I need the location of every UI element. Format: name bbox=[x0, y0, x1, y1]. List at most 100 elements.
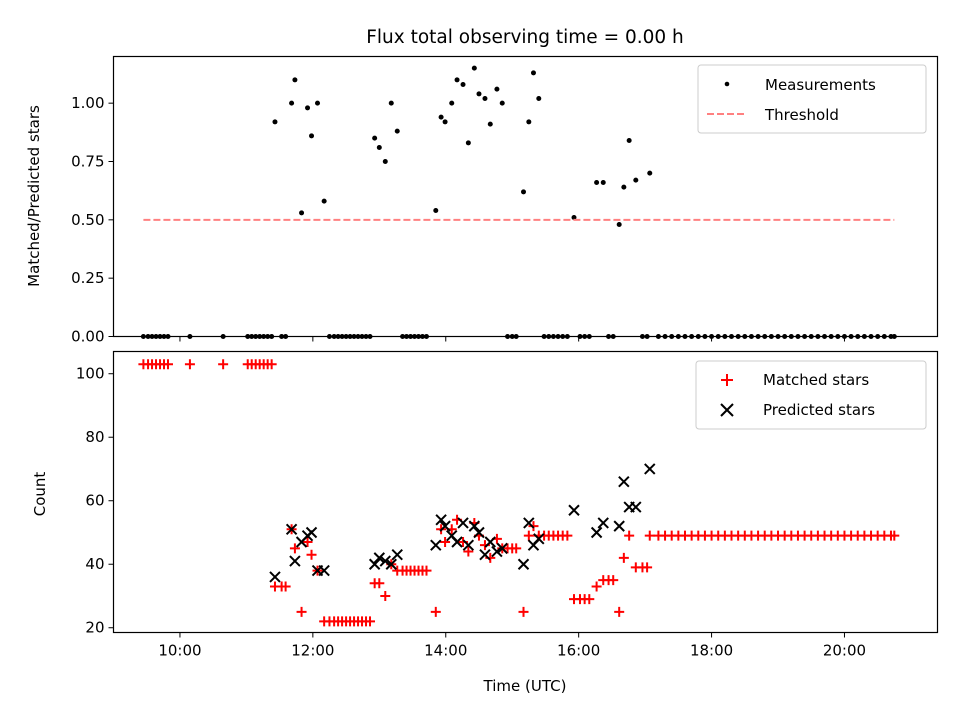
measurement-point bbox=[526, 119, 532, 125]
measurement-point bbox=[600, 180, 606, 185]
legend-predicted-marker bbox=[720, 403, 734, 417]
matched-star-point bbox=[365, 616, 376, 627]
matched-star-point bbox=[302, 537, 313, 548]
matched-star-point bbox=[618, 552, 629, 563]
matched-star-point bbox=[584, 594, 595, 605]
predicted-star-point bbox=[379, 555, 391, 567]
predicted-star-point bbox=[590, 526, 603, 539]
measurement-point bbox=[382, 159, 388, 164]
matched-star-point bbox=[218, 359, 229, 370]
predicted-star-point bbox=[457, 517, 469, 529]
predicted-star-point bbox=[597, 517, 609, 529]
matched-star-point bbox=[440, 537, 451, 548]
measurement-point bbox=[494, 86, 500, 92]
matched-star-point bbox=[184, 359, 195, 370]
predicted-star-point bbox=[269, 571, 281, 583]
measurement-point bbox=[289, 100, 295, 106]
measurement-point bbox=[482, 96, 488, 101]
matched-star-point bbox=[296, 606, 307, 617]
y-tick-label: 0.50 bbox=[71, 211, 104, 229]
top-axes-frame bbox=[112, 55, 939, 338]
predicted-star-point bbox=[533, 533, 545, 545]
predicted-star-point bbox=[285, 523, 298, 536]
bottom-y-ticks: 20 40 60 80 100 bbox=[76, 365, 114, 637]
measurement-point bbox=[438, 114, 444, 120]
matched-star-point bbox=[614, 606, 625, 617]
predicted-star-point bbox=[496, 542, 508, 555]
matched-star-point bbox=[511, 543, 522, 554]
predicted-star-point bbox=[630, 501, 642, 513]
measurement-point bbox=[292, 77, 298, 83]
measurement-point bbox=[372, 135, 378, 141]
predicted-star-point bbox=[613, 520, 625, 532]
predicted-star-point bbox=[435, 514, 447, 526]
matched-star-point bbox=[889, 530, 900, 541]
matched-star-point bbox=[624, 530, 635, 541]
measurement-point bbox=[499, 100, 505, 106]
measurement-point bbox=[465, 140, 471, 146]
top-legend-box bbox=[697, 64, 927, 134]
predicted-star-point bbox=[318, 564, 330, 577]
measurement-point bbox=[376, 145, 382, 150]
y-tick-label: 0.00 bbox=[71, 328, 104, 346]
top-panel: Flux total observing time = 0.00 h Match… bbox=[25, 27, 939, 346]
predicted-star-point bbox=[373, 552, 386, 564]
measurement-point bbox=[305, 105, 311, 111]
predicted-star-point bbox=[391, 549, 403, 561]
matched-star-point bbox=[523, 530, 534, 541]
measurement-point bbox=[530, 70, 536, 76]
top-y-ticks: 0.00 0.25 0.50 0.75 1.00 bbox=[71, 94, 114, 346]
matched-star-point bbox=[374, 578, 385, 589]
top-ylabel: Matched/Predicted stars bbox=[25, 105, 43, 287]
matched-star-point bbox=[562, 530, 573, 541]
measurement-point bbox=[476, 91, 482, 97]
measurement-point bbox=[460, 82, 466, 87]
predicted-star-point bbox=[468, 520, 481, 532]
bottom-legend-box bbox=[695, 360, 927, 430]
y-tick-label: 0.25 bbox=[71, 269, 104, 287]
y-tick-label: 40 bbox=[85, 555, 104, 573]
top-title: Flux total observing time = 0.00 h bbox=[366, 27, 684, 48]
predicted-star-point bbox=[289, 555, 301, 567]
x-tick-label: 16:00 bbox=[557, 642, 600, 660]
matched-star-point bbox=[430, 606, 441, 617]
measurement-point bbox=[626, 138, 632, 143]
bottom-x-ticks: 10:00 12:00 14:00 16:00 18:00 20:00 bbox=[158, 632, 866, 660]
predicted-star-point bbox=[517, 558, 530, 570]
measurement-point bbox=[272, 119, 278, 125]
bottom-xlabel: Time (UTC) bbox=[483, 677, 567, 695]
matched-star-point bbox=[421, 565, 432, 576]
y-tick-label: 60 bbox=[85, 492, 104, 510]
legend-matched-marker bbox=[721, 374, 733, 386]
predicted-star-point bbox=[568, 504, 580, 516]
matched-star-point bbox=[591, 581, 602, 592]
matched-star-point bbox=[528, 521, 539, 532]
bottom-ylabel: Count bbox=[31, 472, 49, 517]
predicted-star-point bbox=[451, 536, 463, 548]
measurement-point bbox=[449, 100, 455, 106]
predicted-star-point bbox=[523, 517, 535, 529]
x-tick-label: 14:00 bbox=[424, 642, 467, 660]
measurement-point bbox=[454, 77, 460, 83]
predicted-star-point bbox=[479, 549, 491, 561]
measurement-point bbox=[521, 189, 527, 195]
predicted-star-point bbox=[462, 539, 475, 551]
predicted-star-point bbox=[368, 558, 381, 570]
matched-star-point bbox=[266, 359, 277, 370]
bottom-plot-area bbox=[138, 359, 900, 627]
x-tick-label: 10:00 bbox=[158, 642, 201, 660]
predicted-star-point bbox=[385, 558, 397, 570]
predicted-star-point bbox=[439, 520, 451, 532]
measurement-point bbox=[471, 65, 477, 71]
matched-star-point bbox=[463, 546, 474, 557]
predicted-star-point bbox=[618, 475, 630, 488]
x-tick-label: 20:00 bbox=[823, 642, 866, 660]
y-tick-label: 20 bbox=[85, 619, 104, 637]
legend-measurements-marker bbox=[724, 81, 730, 87]
x-tick-label: 18:00 bbox=[690, 642, 733, 660]
measurement-point bbox=[536, 96, 542, 101]
y-tick-label: 80 bbox=[85, 428, 104, 446]
measurement-point bbox=[394, 128, 400, 134]
